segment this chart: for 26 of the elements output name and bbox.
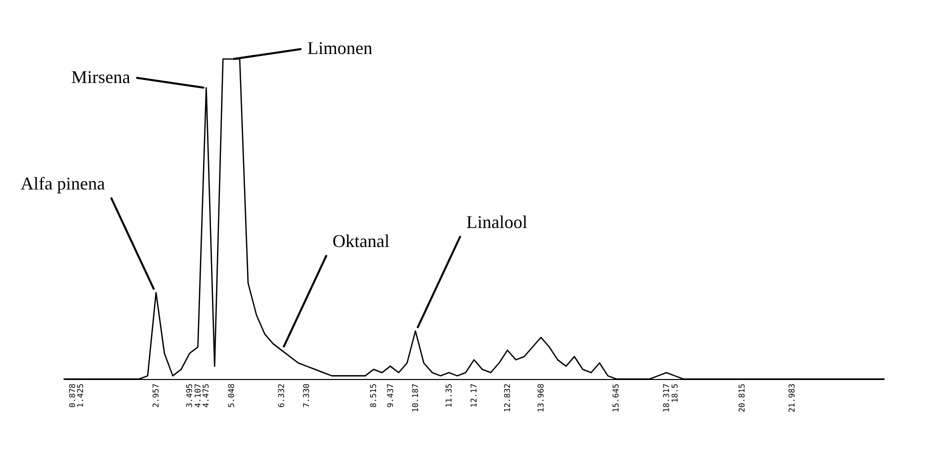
x-tick-label: 1.425 [76,383,86,408]
x-tick-label: 3.495 [185,383,194,408]
x-tick-label: 7.330 [302,383,312,408]
x-tick-label: 0.878 [68,383,77,408]
annotation: Linalool [466,212,528,232]
x-tick-label: 13.968 [536,383,546,412]
x-tick-label: 8.515 [369,383,378,408]
x-tick-label: 4.475 [202,383,211,408]
annotation: Alfa pinena [20,174,106,194]
x-tick-label: 15.645 [612,383,621,412]
x-tick-label: 20.815 [737,383,746,412]
x-tick-label: 18.5 [670,383,680,403]
annotation: Mirsena [71,66,130,87]
x-tick-label: 11.35 [444,383,454,408]
x-tick-label: 12.17 [470,383,478,408]
x-tick-label: 18.317 [662,383,671,412]
x-tick-label: 21.983 [787,383,796,412]
x-tick-label: 9.437 [386,383,395,408]
x-tick-label: 6.332 [277,383,286,408]
x-tick-label: 5.048 [226,383,236,408]
x-tick-label: 4.107 [193,383,202,408]
annotation: Oktanal [332,231,390,252]
x-tick-label: 2.957 [152,383,161,408]
annotation: Limonen [307,38,372,58]
x-tick-label: 12.832 [502,383,512,412]
x-tick-label: 10.187 [410,383,420,412]
